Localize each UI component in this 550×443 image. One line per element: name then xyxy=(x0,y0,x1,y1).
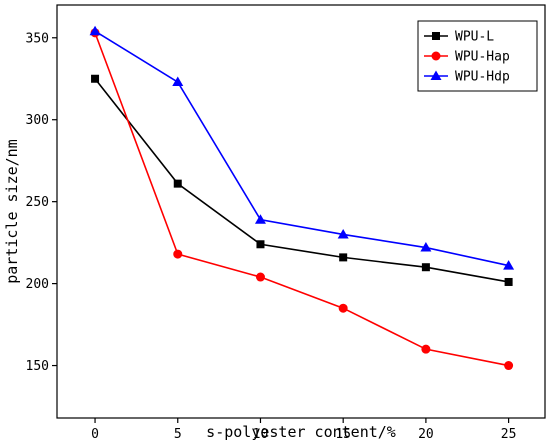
y-tick-label: 350 xyxy=(26,31,49,46)
series-wpu-hdp xyxy=(89,25,515,270)
legend-marker-wpu-hap xyxy=(431,51,441,61)
series-line-wpu-hdp xyxy=(94,30,509,267)
legend-marker-wpu-l xyxy=(432,32,440,40)
y-tick-label: 300 xyxy=(26,113,49,128)
axis-ticks: 0 5 10 15 20 25 150 200 250 300 350 xyxy=(26,31,517,442)
data-point-wpu-hdp xyxy=(89,25,101,36)
x-tick-label: 15 xyxy=(335,427,351,442)
legend-label: WPU-L xyxy=(455,30,494,45)
data-point-wpu-l xyxy=(504,277,513,286)
data-point-wpu-l xyxy=(256,240,265,249)
data-point-wpu-hap xyxy=(255,272,265,282)
data-point-wpu-hap xyxy=(421,344,431,354)
series-line-wpu-l xyxy=(94,78,509,283)
plot-area xyxy=(56,4,546,419)
data-point-wpu-hdp xyxy=(503,260,515,270)
data-point-wpu-hdp xyxy=(337,228,349,239)
data-point-wpu-hdp xyxy=(172,76,184,87)
y-axis-title: particle size/nm xyxy=(3,139,21,284)
data-point-wpu-l xyxy=(173,179,182,188)
legend-marker-wpu-hdp xyxy=(430,70,442,80)
legend-entry-wpu-l: WPU-L xyxy=(424,30,494,45)
x-tick-label: 10 xyxy=(253,427,269,442)
x-tick-label: 5 xyxy=(174,427,182,442)
x-tick-label: 0 xyxy=(91,427,99,442)
series-layer xyxy=(89,25,515,371)
legend-label: WPU-Hdp xyxy=(455,70,510,85)
y-tick-label: 200 xyxy=(26,277,49,292)
legend: WPU-L WPU-Hap WPU-Hdp xyxy=(417,20,538,92)
data-point-wpu-hap xyxy=(173,249,183,259)
legend-label: WPU-Hap xyxy=(455,50,510,65)
data-point-wpu-hap xyxy=(338,303,348,313)
data-point-wpu-l xyxy=(339,253,348,262)
data-point-wpu-hdp xyxy=(420,242,432,252)
series-line-wpu-hap xyxy=(94,32,509,367)
data-point-wpu-l xyxy=(91,74,100,83)
data-point-wpu-l xyxy=(421,263,430,272)
series-wpu-l xyxy=(91,74,513,286)
x-tick-label: 20 xyxy=(418,427,434,442)
legend-entry-wpu-hap: WPU-Hap xyxy=(424,50,510,65)
x-tick-label: 25 xyxy=(501,427,517,442)
legend-entry-wpu-hdp: WPU-Hdp xyxy=(424,70,510,85)
x-axis-title: s-polyester content/% xyxy=(206,423,396,441)
plot-border xyxy=(56,4,546,419)
data-point-wpu-hap xyxy=(504,361,514,371)
y-tick-label: 250 xyxy=(26,195,49,210)
y-tick-label: 150 xyxy=(26,359,49,374)
data-point-wpu-hdp xyxy=(254,214,266,224)
